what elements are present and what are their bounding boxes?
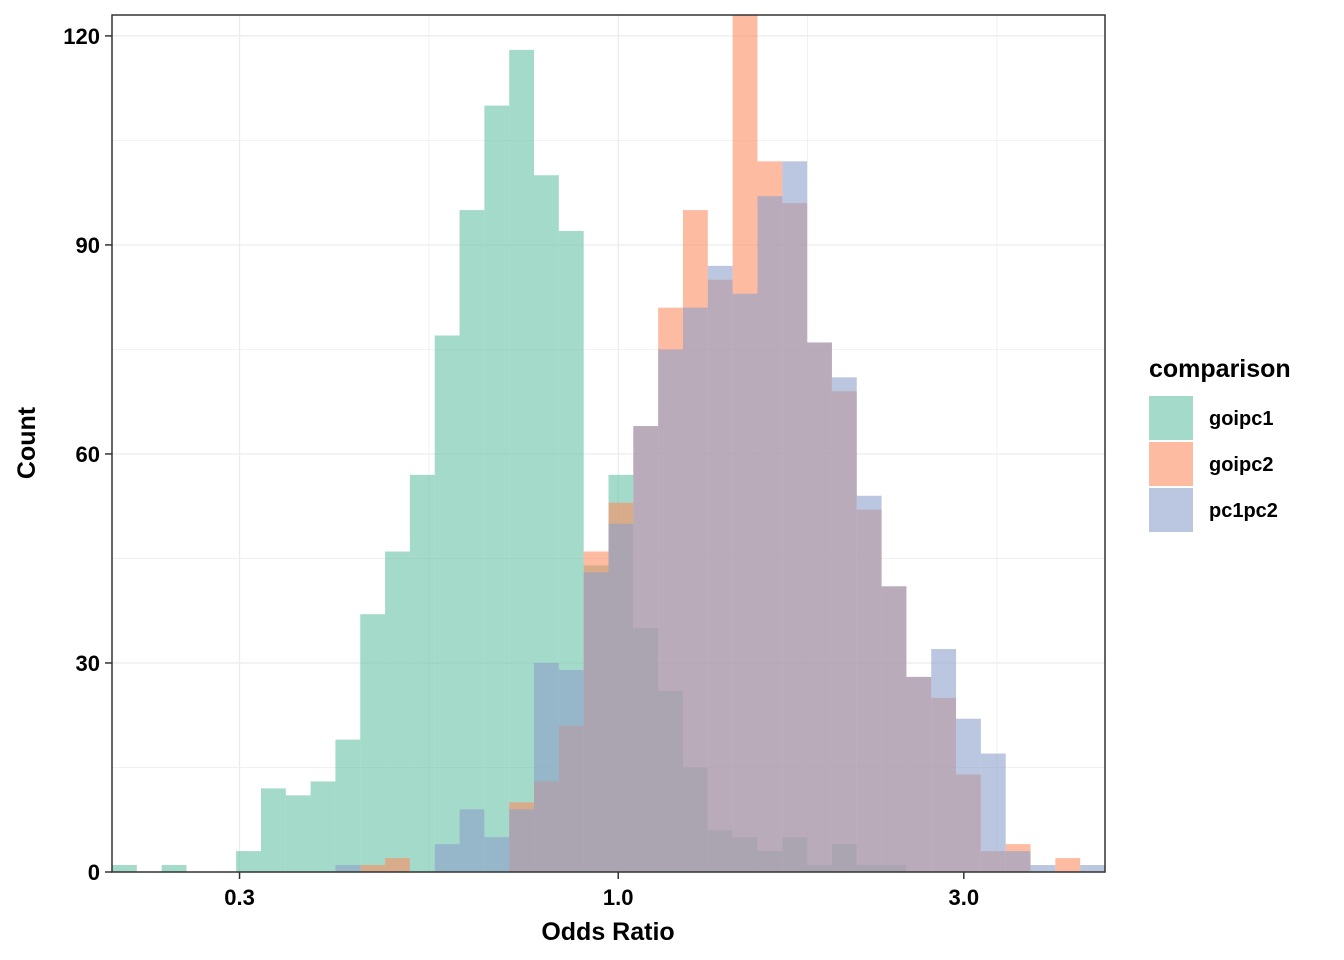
- bar-pc1pc2: [335, 865, 361, 872]
- bar-pc1pc2: [757, 196, 783, 872]
- legend-label-goipc2: goipc2: [1209, 454, 1273, 476]
- legend-key-goipc2: [1149, 442, 1193, 486]
- bar-pc1pc2: [484, 837, 510, 872]
- bar-goipc2: [1055, 858, 1081, 872]
- bar-pc1pc2: [534, 662, 559, 872]
- bar-goipc2: [385, 858, 410, 872]
- bar-pc1pc2: [658, 349, 683, 872]
- legend: comparison goipc1 goipc2 pc1pc2: [1149, 355, 1291, 532]
- bar-goipc1: [335, 739, 361, 872]
- x-tick-label: 1.0: [603, 885, 634, 910]
- bar-goipc1: [285, 795, 311, 872]
- legend-key-goipc1: [1149, 396, 1193, 440]
- x-axis: 0.3 1.0 3.0: [224, 872, 979, 910]
- legend-title: comparison: [1149, 355, 1291, 383]
- y-tick-label: 0: [88, 860, 100, 885]
- y-axis-title: Count: [13, 406, 41, 479]
- x-axis-title: Odds Ratio: [541, 918, 674, 946]
- bar-goipc1: [484, 105, 510, 873]
- bar-pc1pc2: [807, 342, 832, 872]
- x-tick-label: 0.3: [224, 885, 255, 910]
- bar-pc1pc2: [608, 523, 634, 872]
- y-tick-label: 60: [76, 442, 100, 467]
- bar-goipc1: [434, 335, 460, 873]
- bar-pc1pc2: [782, 161, 808, 872]
- bar-pc1pc2: [1030, 865, 1056, 872]
- bar-goipc1: [360, 614, 386, 872]
- bar-pc1pc2: [1080, 865, 1105, 872]
- bar-pc1pc2: [583, 572, 609, 872]
- bar-goipc1: [459, 210, 485, 873]
- bar-goipc1: [112, 865, 137, 872]
- series-pc1pc2: [335, 161, 1105, 873]
- bar-pc1pc2: [831, 377, 857, 872]
- bar-pc1pc2: [931, 649, 957, 872]
- plot-border: [111, 14, 1106, 873]
- bar-pc1pc2: [956, 718, 981, 872]
- y-tick-label: 120: [63, 24, 100, 49]
- bar-pc1pc2: [509, 809, 535, 872]
- bar-pc1pc2: [856, 495, 882, 872]
- y-axis: 0 30 60 90 120: [63, 24, 112, 885]
- bar-pc1pc2: [558, 669, 584, 872]
- bar-pc1pc2: [682, 307, 708, 872]
- histogram-bars: [112, 15, 1105, 873]
- bar-pc1pc2: [633, 426, 659, 872]
- bar-goipc1: [385, 551, 410, 872]
- bar-goipc1: [310, 781, 336, 872]
- bar-pc1pc2: [732, 293, 758, 872]
- bar-goipc1: [409, 474, 435, 872]
- bar-pc1pc2: [980, 753, 1006, 872]
- legend-label-pc1pc2: pc1pc2: [1209, 500, 1278, 522]
- x-tick-label: 3.0: [948, 885, 979, 910]
- bar-pc1pc2: [707, 265, 733, 873]
- bar-pc1pc2: [434, 844, 460, 872]
- y-tick-label: 90: [76, 233, 100, 258]
- bar-goipc1: [260, 788, 286, 872]
- bar-pc1pc2: [881, 586, 907, 872]
- bar-goipc1: [161, 865, 187, 872]
- bar-pc1pc2: [459, 809, 485, 872]
- bar-pc1pc2: [1005, 851, 1031, 872]
- legend-label-goipc1: goipc1: [1209, 408, 1273, 430]
- bar-goipc1: [509, 49, 535, 872]
- bar-goipc2: [360, 865, 386, 872]
- bar-pc1pc2: [906, 676, 932, 872]
- y-tick-label: 30: [76, 651, 100, 676]
- legend-key-pc1pc2: [1149, 488, 1193, 532]
- bar-goipc1: [236, 851, 261, 872]
